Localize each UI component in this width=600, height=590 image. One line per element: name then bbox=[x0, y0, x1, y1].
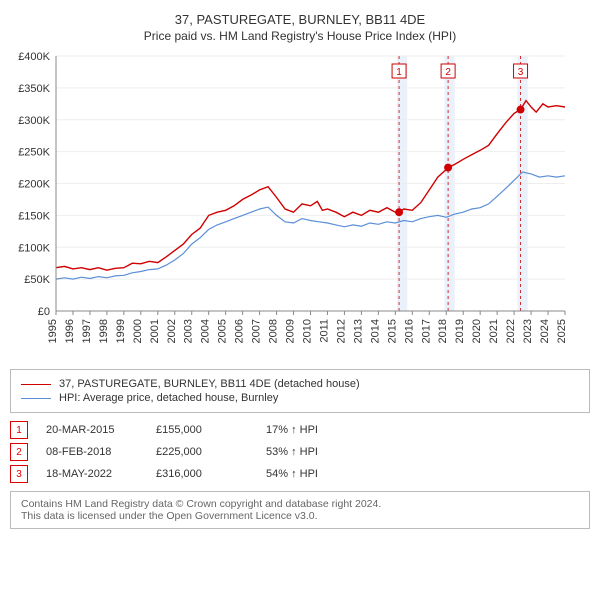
legend-label: HPI: Average price, detached house, Burn… bbox=[59, 392, 278, 404]
svg-text:2008: 2008 bbox=[268, 319, 280, 343]
sale-price: £155,000 bbox=[156, 424, 266, 436]
svg-text:2017: 2017 bbox=[420, 319, 432, 343]
svg-text:2024: 2024 bbox=[539, 319, 551, 343]
svg-text:2020: 2020 bbox=[471, 319, 483, 343]
sale-marker: 1 bbox=[10, 421, 28, 439]
sale-price: £225,000 bbox=[156, 446, 266, 458]
sale-marker: 3 bbox=[10, 465, 28, 483]
sale-date: 20-MAR-2015 bbox=[46, 424, 156, 436]
svg-text:£50K: £50K bbox=[24, 274, 50, 286]
sales-table: 1 20-MAR-2015£155,00017% ↑ HPI 2 08-FEB-201… bbox=[10, 421, 590, 483]
svg-text:2022: 2022 bbox=[505, 319, 517, 343]
svg-text:2009: 2009 bbox=[285, 319, 297, 343]
sale-pct: 53% ↑ HPI bbox=[266, 446, 376, 458]
svg-text:2016: 2016 bbox=[403, 319, 415, 343]
svg-text:2021: 2021 bbox=[488, 319, 500, 343]
attribution-line2: This data is licensed under the Open Gov… bbox=[21, 510, 579, 522]
svg-text:£200K: £200K bbox=[18, 179, 50, 191]
svg-text:2001: 2001 bbox=[149, 319, 161, 343]
sale-row: 3 18-MAY-2022£316,00054% ↑ HPI bbox=[10, 465, 590, 483]
sale-date: 18-MAY-2022 bbox=[46, 468, 156, 480]
svg-text:2005: 2005 bbox=[217, 319, 229, 343]
svg-text:2010: 2010 bbox=[302, 319, 314, 343]
svg-text:£150K: £150K bbox=[18, 210, 50, 222]
svg-text:1: 1 bbox=[396, 67, 402, 78]
svg-text:1997: 1997 bbox=[81, 319, 93, 343]
legend-swatch bbox=[21, 384, 51, 385]
svg-text:2006: 2006 bbox=[234, 319, 246, 343]
svg-text:£400K: £400K bbox=[18, 51, 50, 63]
svg-text:2003: 2003 bbox=[183, 319, 195, 343]
svg-text:£350K: £350K bbox=[18, 83, 50, 95]
legend-item: 37, PASTUREGATE, BURNLEY, BB11 4DE (deta… bbox=[21, 378, 579, 390]
attribution-line1: Contains HM Land Registry data © Crown c… bbox=[21, 498, 579, 510]
svg-text:2018: 2018 bbox=[437, 319, 449, 343]
chart-title: 37, PASTUREGATE, BURNLEY, BB11 4DE bbox=[10, 12, 590, 27]
svg-text:2023: 2023 bbox=[522, 319, 534, 343]
legend-swatch bbox=[21, 398, 51, 399]
svg-text:2: 2 bbox=[445, 67, 451, 78]
svg-text:2002: 2002 bbox=[166, 319, 178, 343]
svg-text:1996: 1996 bbox=[64, 319, 76, 343]
line-chart-svg: £0 £50K £100K £150K £200K £250K £300K £350K £400… bbox=[10, 51, 570, 361]
svg-text:£0: £0 bbox=[38, 306, 50, 318]
svg-text:£300K: £300K bbox=[18, 115, 50, 127]
sale-date: 08-FEB-2018 bbox=[46, 446, 156, 458]
attribution-box: Contains HM Land Registry data © Crown c… bbox=[10, 491, 590, 529]
sale-price: £316,000 bbox=[156, 468, 266, 480]
legend-box: 37, PASTUREGATE, BURNLEY, BB11 4DE (deta… bbox=[10, 369, 590, 413]
svg-text:3: 3 bbox=[518, 67, 524, 78]
svg-text:2004: 2004 bbox=[200, 319, 212, 343]
sale-row: 1 20-MAR-2015£155,00017% ↑ HPI bbox=[10, 421, 590, 439]
svg-text:2019: 2019 bbox=[454, 319, 466, 343]
svg-text:2011: 2011 bbox=[318, 319, 330, 343]
sale-pct: 17% ↑ HPI bbox=[266, 424, 376, 436]
svg-text:2007: 2007 bbox=[251, 319, 263, 343]
svg-text:2025: 2025 bbox=[556, 319, 568, 343]
chart-subtitle: Price paid vs. HM Land Registry's House … bbox=[10, 29, 590, 43]
svg-text:1995: 1995 bbox=[47, 319, 59, 343]
svg-text:2013: 2013 bbox=[352, 319, 364, 343]
sale-row: 2 08-FEB-2018£225,00053% ↑ HPI bbox=[10, 443, 590, 461]
svg-text:£100K: £100K bbox=[18, 242, 50, 254]
svg-text:1999: 1999 bbox=[115, 319, 127, 343]
svg-text:2012: 2012 bbox=[335, 319, 347, 343]
svg-text:1998: 1998 bbox=[98, 319, 110, 343]
svg-text:2015: 2015 bbox=[386, 319, 398, 343]
svg-text:2000: 2000 bbox=[132, 319, 144, 343]
sale-marker: 2 bbox=[10, 443, 28, 461]
svg-text:£250K: £250K bbox=[18, 147, 50, 159]
sale-pct: 54% ↑ HPI bbox=[266, 468, 376, 480]
legend-label: 37, PASTUREGATE, BURNLEY, BB11 4DE (deta… bbox=[59, 378, 360, 390]
svg-text:2014: 2014 bbox=[369, 319, 381, 343]
chart-area: £0 £50K £100K £150K £200K £250K £300K £350K £400… bbox=[10, 51, 590, 361]
legend-item: HPI: Average price, detached house, Burn… bbox=[21, 392, 579, 404]
